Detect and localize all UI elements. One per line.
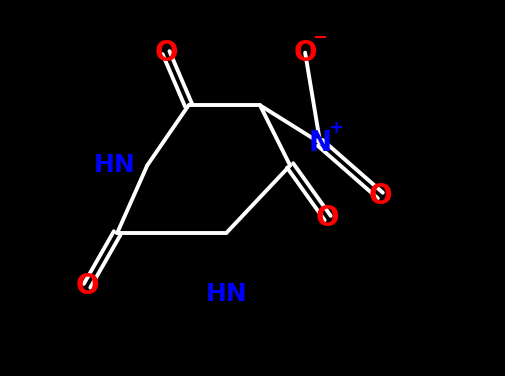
Text: O: O [154,39,178,67]
Text: O: O [369,182,392,209]
Text: HN: HN [206,282,247,306]
Text: +: + [328,119,343,137]
Text: N: N [309,129,332,157]
Text: HN: HN [94,153,136,177]
Text: O: O [316,204,339,232]
Text: O: O [293,39,317,67]
Text: O: O [75,272,99,300]
Text: −: − [312,29,327,47]
